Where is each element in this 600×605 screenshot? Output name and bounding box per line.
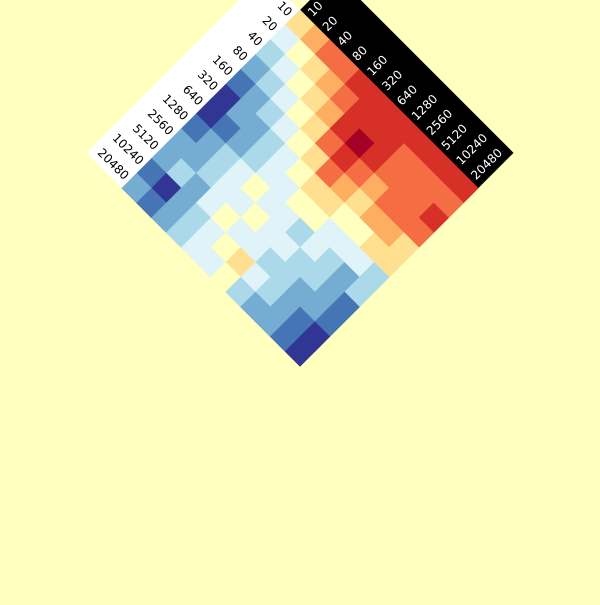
heatmap-cell <box>284 336 316 367</box>
heatmap-cells <box>121 9 479 367</box>
right-axis-band <box>300 0 514 189</box>
left-axis-band <box>86 0 300 189</box>
